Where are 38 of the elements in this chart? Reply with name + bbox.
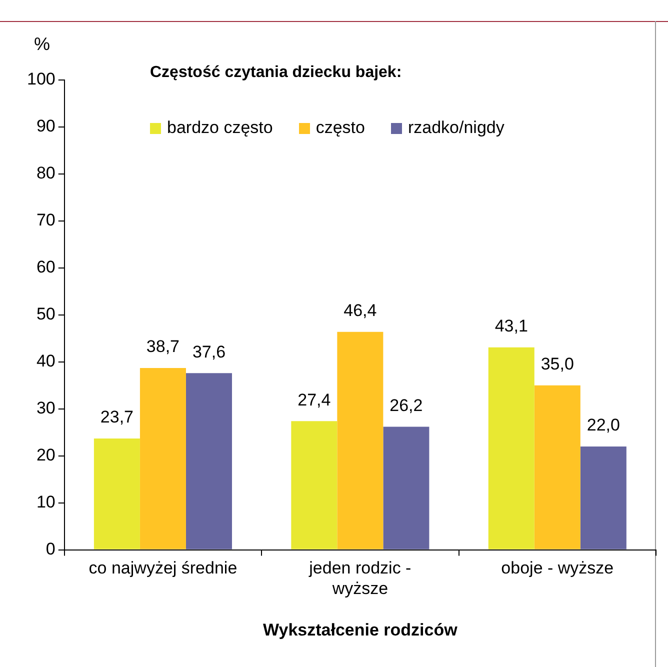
bar [186, 373, 232, 550]
y-tick-label: 30 [36, 398, 56, 418]
bar [291, 421, 338, 550]
bar [337, 332, 384, 550]
y-tick-label: 60 [36, 258, 56, 277]
y-tick-label: 80 [36, 164, 56, 183]
y-tick-label: 90 [36, 116, 56, 136]
data-label: 43,1 [494, 316, 528, 336]
bar [488, 347, 534, 550]
x-tick-label: co najwyżej średnie [88, 558, 238, 578]
bar [140, 368, 186, 550]
y-tick-label: 50 [36, 304, 56, 324]
y-tick-label: 70 [36, 210, 56, 230]
x-tick-label: jeden rodzic - wyższe [308, 558, 412, 598]
data-label: 46,4 [344, 301, 377, 320]
data-label: 38,7 [146, 337, 180, 356]
x-tick-label: oboje - wyższe [501, 558, 614, 578]
legend-label: bardzo często [167, 118, 273, 138]
data-label: 35,0 [540, 354, 574, 374]
chart-title: Częstość czytania dziecku bajek: [150, 64, 402, 82]
y-tick-label: 10 [36, 492, 56, 512]
x-axis-title: Wykształcenie rodziców [263, 620, 458, 640]
y-tick-label: 0 [46, 539, 56, 558]
bar [580, 446, 626, 550]
y-tick-label: 20 [36, 446, 56, 465]
y-tick-label: 40 [36, 352, 56, 371]
data-label: 27,4 [298, 390, 331, 410]
bar [534, 385, 580, 550]
bar [383, 426, 430, 550]
bar [94, 438, 140, 550]
data-label: 23,7 [100, 408, 134, 427]
legend-label: często [316, 118, 365, 138]
y-tick-label: 100 [26, 70, 56, 89]
legend-label: rzadko/nigdy [408, 118, 504, 138]
y-axis-title: % [34, 34, 50, 55]
data-label: 26,2 [390, 396, 423, 415]
data-label: 37,6 [192, 342, 226, 362]
data-label: 22,0 [586, 416, 620, 435]
